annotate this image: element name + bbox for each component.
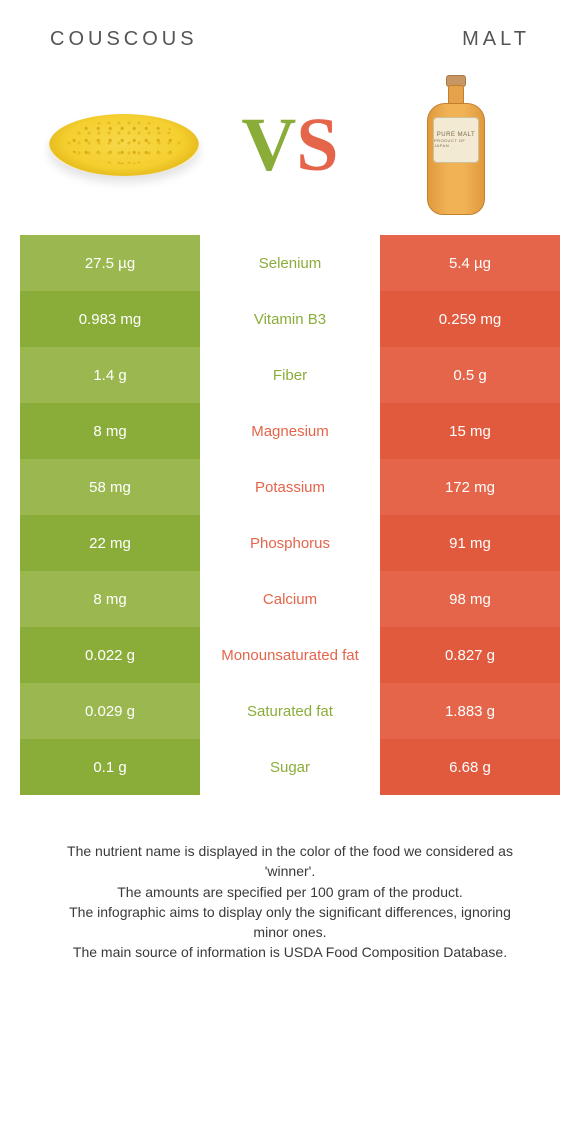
nutrient-name: Vitamin B3 bbox=[200, 291, 380, 347]
table-row: 8 mgMagnesium15 mg bbox=[20, 403, 560, 459]
vs-v: V bbox=[241, 107, 296, 183]
left-value: 0.1 g bbox=[20, 739, 200, 795]
right-value: 91 mg bbox=[380, 515, 560, 571]
left-value: 8 mg bbox=[20, 571, 200, 627]
footnote-line: The main source of information is USDA F… bbox=[56, 942, 524, 962]
title-right: MALT bbox=[462, 28, 530, 51]
nutrient-table: 27.5 µgSelenium5.4 µg0.983 mgVitamin B30… bbox=[20, 235, 560, 795]
hero-row: VS PURE MALT PRODUCT OF JAPAN bbox=[20, 75, 560, 235]
nutrient-name: Phosphorus bbox=[200, 515, 380, 571]
table-row: 0.983 mgVitamin B30.259 mg bbox=[20, 291, 560, 347]
left-value: 0.029 g bbox=[20, 683, 200, 739]
bottle-icon: PURE MALT PRODUCT OF JAPAN bbox=[427, 75, 485, 215]
right-value: 0.827 g bbox=[380, 627, 560, 683]
right-value: 98 mg bbox=[380, 571, 560, 627]
left-value: 1.4 g bbox=[20, 347, 200, 403]
left-value: 8 mg bbox=[20, 403, 200, 459]
malt-image: PURE MALT PRODUCT OF JAPAN bbox=[366, 75, 546, 215]
couscous-image bbox=[34, 75, 214, 215]
right-value: 6.68 g bbox=[380, 739, 560, 795]
nutrient-name: Potassium bbox=[200, 459, 380, 515]
vs-s: S bbox=[296, 107, 338, 183]
titles-row: COUSCOUS MALT bbox=[20, 20, 560, 75]
footnote-line: The amounts are specified per 100 gram o… bbox=[56, 882, 524, 902]
table-row: 8 mgCalcium98 mg bbox=[20, 571, 560, 627]
left-value: 22 mg bbox=[20, 515, 200, 571]
left-value: 58 mg bbox=[20, 459, 200, 515]
bottle-label-2: PRODUCT OF JAPAN bbox=[434, 138, 478, 148]
footnote-line: The nutrient name is displayed in the co… bbox=[56, 841, 524, 882]
table-row: 58 mgPotassium172 mg bbox=[20, 459, 560, 515]
nutrient-name: Selenium bbox=[200, 235, 380, 291]
couscous-icon bbox=[49, 114, 199, 176]
table-row: 22 mgPhosphorus91 mg bbox=[20, 515, 560, 571]
vs-label: VS bbox=[241, 107, 338, 183]
table-row: 1.4 gFiber0.5 g bbox=[20, 347, 560, 403]
nutrient-name: Sugar bbox=[200, 739, 380, 795]
right-value: 1.883 g bbox=[380, 683, 560, 739]
nutrient-name: Saturated fat bbox=[200, 683, 380, 739]
left-value: 0.022 g bbox=[20, 627, 200, 683]
right-value: 0.259 mg bbox=[380, 291, 560, 347]
right-value: 0.5 g bbox=[380, 347, 560, 403]
nutrient-name: Fiber bbox=[200, 347, 380, 403]
right-value: 15 mg bbox=[380, 403, 560, 459]
nutrient-name: Monounsaturated fat bbox=[200, 627, 380, 683]
nutrient-name: Magnesium bbox=[200, 403, 380, 459]
table-row: 0.022 gMonounsaturated fat0.827 g bbox=[20, 627, 560, 683]
footnote-line: The infographic aims to display only the… bbox=[56, 902, 524, 943]
footnotes: The nutrient name is displayed in the co… bbox=[20, 795, 560, 963]
table-row: 27.5 µgSelenium5.4 µg bbox=[20, 235, 560, 291]
left-value: 27.5 µg bbox=[20, 235, 200, 291]
title-left: COUSCOUS bbox=[50, 28, 198, 51]
table-row: 0.029 gSaturated fat1.883 g bbox=[20, 683, 560, 739]
table-row: 0.1 gSugar6.68 g bbox=[20, 739, 560, 795]
left-value: 0.983 mg bbox=[20, 291, 200, 347]
right-value: 172 mg bbox=[380, 459, 560, 515]
nutrient-name: Calcium bbox=[200, 571, 380, 627]
right-value: 5.4 µg bbox=[380, 235, 560, 291]
